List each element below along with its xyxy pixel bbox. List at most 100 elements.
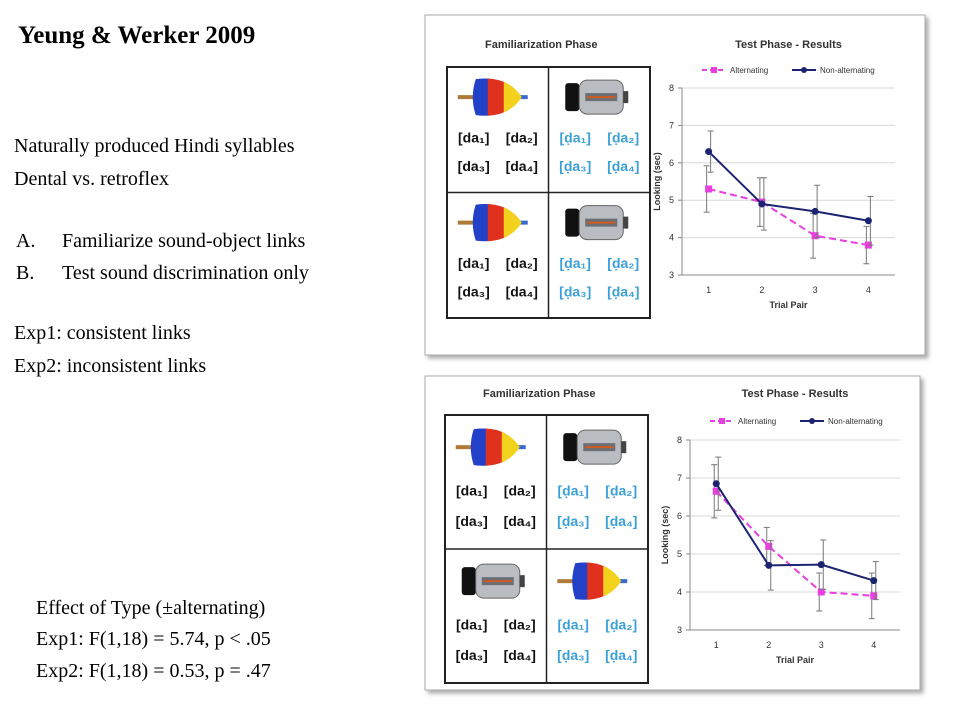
x-tick-label: 1 — [714, 640, 719, 650]
x-tick-label: 4 — [871, 640, 876, 650]
point — [870, 577, 878, 585]
list-marker: B. — [16, 262, 34, 284]
y-axis-label: Looking (sec) — [652, 152, 662, 211]
syllable-label: [da₂] — [504, 482, 536, 498]
syllable-label: [ḍa₄] — [607, 284, 639, 300]
x-tick-label: 1 — [706, 285, 711, 295]
syllable-label: [da₁] — [456, 482, 487, 498]
icon-band — [487, 78, 508, 116]
y-tick-label: 3 — [669, 270, 674, 280]
icon-band — [472, 78, 490, 116]
syllable-label: [da₄] — [506, 158, 538, 174]
syllable-label: [ḍa₁] — [560, 255, 591, 271]
icon-band — [572, 562, 590, 600]
syllable-label: [ḍa₁] — [560, 129, 591, 145]
legend-label: Non-alternating — [820, 66, 875, 75]
syllable-label: [da₄] — [506, 284, 538, 300]
syllable-label: [ḍa₂] — [607, 255, 639, 271]
series-line — [708, 188, 869, 247]
legend-label: Alternating — [738, 417, 776, 426]
syllable-label: [da₃] — [458, 158, 490, 174]
x-tick-label: 2 — [759, 285, 764, 295]
syllable-label: [ḍa₃] — [557, 513, 589, 529]
y-tick-label: 5 — [669, 195, 674, 205]
chart-title: Test Phase - Results — [742, 388, 849, 400]
syllable-label: [da₁] — [456, 616, 487, 632]
syllable-label: [da₂] — [506, 129, 538, 145]
y-tick-label: 5 — [677, 549, 682, 559]
icon-pins — [621, 441, 627, 454]
icon-stick — [455, 445, 472, 450]
text-line: Exp2: F(1,18) = 0.53, p = .47 — [36, 660, 271, 682]
syllable-label: [da₄] — [504, 647, 536, 663]
x-axis-label: Trial Pair — [776, 655, 815, 665]
chart-title: Test Phase - Results — [735, 39, 842, 51]
point — [811, 207, 819, 215]
icon-cap — [565, 208, 580, 237]
icon-stick — [557, 579, 574, 584]
text-line: Exp2: inconsistent links — [14, 355, 206, 377]
x-tick-label: 3 — [819, 640, 824, 650]
syllable-label: [ḍa₂] — [605, 482, 637, 498]
syllable-label: [da₃] — [456, 647, 488, 663]
point — [870, 592, 878, 600]
point — [811, 232, 819, 240]
point — [765, 542, 773, 550]
point — [712, 480, 720, 488]
text-line: Naturally produced Hindi syllables — [14, 135, 295, 157]
y-tick-label: 6 — [677, 511, 682, 521]
syllable-label: [ḍa₃] — [557, 647, 589, 663]
syllable-label: [da₃] — [458, 284, 490, 300]
legend-marker — [711, 67, 717, 73]
syllable-label: [da₃] — [456, 513, 488, 529]
text-line: Dental vs. retroflex — [14, 168, 169, 190]
y-tick-label: 7 — [669, 120, 674, 130]
text-line: Effect of Type (±alternating) — [36, 597, 265, 619]
syllable-label: [ḍa₃] — [559, 158, 591, 174]
legend-label: Non-alternating — [828, 417, 883, 426]
point — [765, 561, 773, 569]
text-line: Exp1: consistent links — [14, 322, 191, 344]
slide-title: Yeung & Werker 2009 — [18, 22, 255, 49]
icon-band — [587, 562, 608, 600]
list-marker: A. — [16, 230, 35, 252]
icon-tip — [517, 445, 526, 450]
syllable-label: [da₂] — [504, 616, 536, 632]
icon-cap — [461, 567, 476, 596]
y-axis-label: Looking (sec) — [660, 506, 670, 565]
series-line — [715, 490, 874, 597]
icon-band — [470, 428, 488, 466]
syllable-label: [da₁] — [458, 129, 489, 145]
icon-band — [485, 428, 506, 466]
y-tick-label: 3 — [677, 625, 682, 635]
legend-marker — [719, 418, 725, 424]
syllable-label: [ḍa₃] — [559, 284, 591, 300]
legend-label: Alternating — [730, 66, 768, 75]
icon-pins — [623, 91, 629, 104]
series-line — [715, 483, 875, 582]
icon-stick — [457, 220, 474, 225]
x-tick-label: 2 — [766, 640, 771, 650]
point — [817, 561, 825, 569]
x-tick-label: 3 — [813, 285, 818, 295]
point — [758, 200, 766, 208]
figure-frame — [424, 14, 926, 356]
syllable-label: [ḍa₁] — [558, 482, 589, 498]
figure-title: Familiarization Phase — [483, 388, 595, 400]
icon-tip — [519, 220, 528, 225]
y-tick-label: 6 — [669, 158, 674, 168]
icon-band — [487, 204, 508, 242]
legend-marker — [809, 418, 815, 424]
icon-cap — [565, 83, 580, 112]
y-tick-label: 8 — [677, 435, 682, 445]
legend-marker — [801, 67, 807, 73]
syllable-label: [da₄] — [504, 513, 536, 529]
y-tick-label: 7 — [677, 473, 682, 483]
point — [705, 148, 713, 156]
syllable-label: [ḍa₄] — [605, 647, 637, 663]
figure-title: Familiarization Phase — [485, 39, 597, 51]
y-tick-label: 4 — [677, 587, 682, 597]
syllable-label: [ḍa₂] — [605, 616, 637, 632]
text-line: Exp1: F(1,18) = 5.74, p < .05 — [36, 628, 271, 650]
point — [705, 185, 713, 193]
